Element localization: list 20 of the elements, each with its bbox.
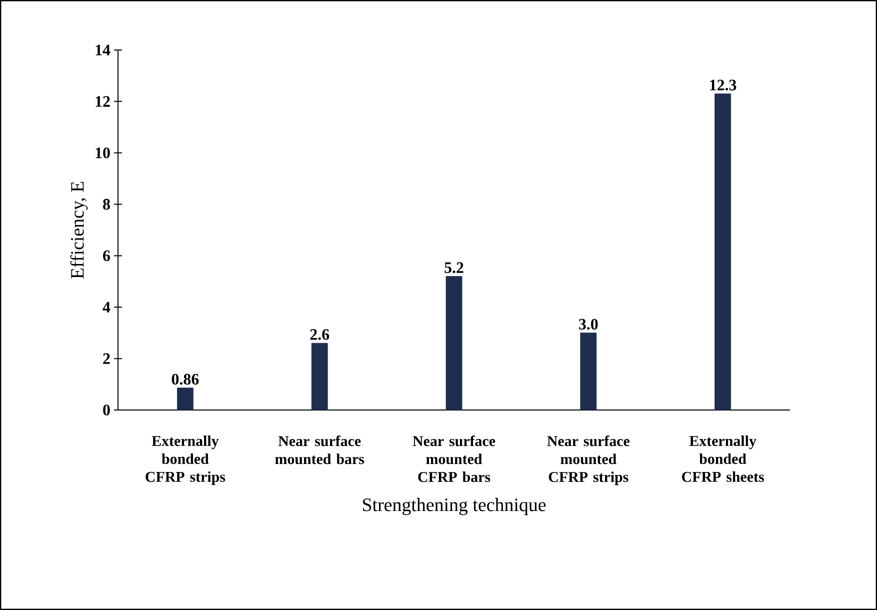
data-label: 5.2: [444, 262, 464, 274]
y-tick-label: 10: [96, 147, 110, 158]
data-label: 0.86: [172, 374, 199, 385]
y-tick-label: 4: [102, 302, 110, 312]
y-tick-label: 12: [96, 96, 110, 107]
y-tick-label: 8: [103, 198, 110, 210]
y-tick-label: 14: [96, 44, 110, 56]
x-tick-label: Near surface mounted CFRP bars: [412, 436, 496, 482]
x-tick-label: Externally bonded CFRP sheets: [682, 436, 764, 482]
x-tick-label: Near surface mounted bars: [275, 436, 364, 464]
x-axis-title: Strengthening technique: [363, 498, 546, 516]
y-tick-label: 6: [103, 250, 110, 262]
y-tick-label: 0: [103, 404, 110, 416]
x-tick-label: Externally bonded CFRP strips: [146, 436, 226, 485]
y-axis-title: Efficiency, E: [70, 182, 88, 279]
data-label: 2.6: [310, 329, 330, 340]
x-tick-label: Near surface mounted CFRP strips: [547, 436, 630, 486]
y-tick-label: 2: [103, 353, 110, 364]
data-label: 3.0: [579, 318, 598, 330]
data-label: 12.3: [710, 80, 736, 90]
